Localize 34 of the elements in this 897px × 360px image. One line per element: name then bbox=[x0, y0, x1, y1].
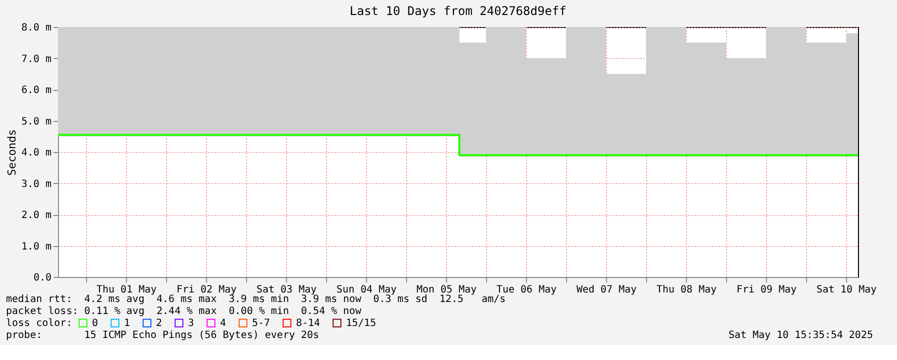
y-tick-label: 6.0 m bbox=[21, 85, 52, 96]
legend-label: 1 bbox=[124, 318, 130, 330]
x-tick-label: Tue 06 May bbox=[496, 284, 557, 296]
chart-title: Last 10 Days from 2402768d9eff bbox=[350, 4, 566, 18]
text: Sat May 10 15:35:54 2025 bbox=[728, 330, 873, 341]
x-tick-label: Sat 03 May bbox=[256, 284, 317, 296]
x-tick-label: Thu 08 May bbox=[656, 284, 717, 296]
legend-label: 3 bbox=[188, 318, 194, 330]
y-tick-label: 7.0 m bbox=[21, 54, 52, 65]
y-tick-label: 3.0 m bbox=[21, 178, 52, 190]
legend-label: 0 bbox=[92, 318, 98, 330]
text: probe: 15 ICMP Echo Pings (56 Bytes) every 20s bbox=[6, 330, 320, 341]
x-tick-label: Sun 04 May bbox=[336, 284, 397, 296]
x-tick-label: Wed 07 May bbox=[576, 284, 637, 296]
legend-label: 15/15 bbox=[346, 318, 376, 330]
x-tick-label: Fri 09 May bbox=[736, 284, 797, 296]
y-axis-title: Seconds bbox=[5, 129, 18, 176]
legend-label: 5-7 bbox=[252, 318, 270, 330]
x-tick-label: Mon 05 May bbox=[416, 284, 477, 296]
legend-label: 2 bbox=[156, 318, 162, 330]
y-tick-label: 5.0 m bbox=[21, 116, 52, 128]
legend-label: 4 bbox=[220, 318, 226, 330]
legend-label: 8-14 bbox=[296, 318, 320, 330]
y-tick-label: 4.0 m bbox=[21, 148, 52, 158]
legend-title: loss color: bbox=[6, 318, 72, 329]
y-tick-label: 8.0 m bbox=[21, 22, 52, 34]
text: median rtt: 4.2 ms avg 4.6 ms max 3.9 ms min 3.9 ms now 0.3 ms sd 12.5 am/s bbox=[6, 294, 506, 305]
text: packet loss: 0.11 % avg 2.44 % max 0.00 % min 0.54 % now bbox=[6, 306, 362, 317]
y-tick-label: 0.0 bbox=[33, 272, 52, 284]
y-tick-label: 1.0 m bbox=[21, 241, 52, 252]
x-tick-label: Thu 01 May bbox=[96, 284, 157, 296]
x-tick-label: Fri 02 May bbox=[176, 284, 237, 296]
x-tick-label: Sat 10 May bbox=[816, 284, 877, 296]
y-tick-label: 2.0 m bbox=[21, 210, 52, 221]
